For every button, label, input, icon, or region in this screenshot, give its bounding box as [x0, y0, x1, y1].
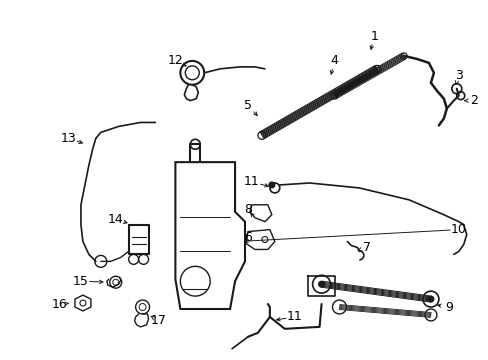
Text: 5: 5 [244, 99, 251, 112]
Text: 9: 9 [444, 301, 452, 314]
Circle shape [318, 281, 324, 287]
Text: 4: 4 [330, 54, 338, 67]
Text: 11: 11 [244, 175, 259, 189]
Text: 1: 1 [369, 30, 377, 42]
Text: 16: 16 [51, 297, 67, 311]
Text: 2: 2 [469, 94, 477, 107]
Circle shape [332, 300, 346, 314]
Circle shape [400, 53, 406, 59]
Circle shape [427, 296, 433, 302]
Text: 13: 13 [61, 132, 77, 145]
Circle shape [312, 275, 330, 293]
Text: 11: 11 [286, 310, 302, 323]
Circle shape [330, 92, 337, 99]
Text: 12: 12 [167, 54, 183, 67]
Text: 8: 8 [244, 203, 251, 216]
Text: 14: 14 [108, 213, 123, 226]
Text: 15: 15 [73, 275, 89, 288]
Text: 7: 7 [363, 241, 370, 254]
Circle shape [424, 309, 436, 321]
Circle shape [257, 131, 265, 139]
Text: 17: 17 [150, 314, 166, 327]
Text: 3: 3 [454, 69, 462, 82]
Text: 6: 6 [244, 231, 251, 244]
Circle shape [373, 66, 380, 72]
Circle shape [268, 182, 274, 188]
Text: 10: 10 [450, 223, 466, 236]
Circle shape [422, 291, 438, 307]
